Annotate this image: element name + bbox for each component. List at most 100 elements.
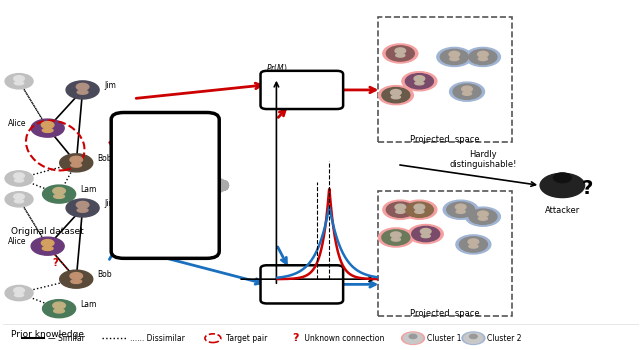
Circle shape (465, 207, 500, 226)
Circle shape (469, 209, 497, 224)
Circle shape (449, 51, 460, 57)
Ellipse shape (415, 82, 424, 85)
Circle shape (13, 287, 24, 293)
Text: Projection: Projection (278, 85, 326, 95)
Circle shape (378, 86, 413, 105)
Circle shape (383, 200, 418, 219)
Text: Projected  space: Projected space (410, 135, 479, 144)
Circle shape (387, 46, 414, 61)
Text: Lam: Lam (81, 185, 97, 194)
Circle shape (70, 273, 83, 279)
Text: Lam: Lam (81, 300, 97, 309)
Text: Cluster 1: Cluster 1 (427, 334, 461, 343)
Text: Alice: Alice (8, 237, 26, 246)
Text: Bob: Bob (98, 154, 113, 163)
Circle shape (540, 173, 584, 197)
Text: Original dataset: Original dataset (12, 227, 84, 236)
Text: $Pr(M)$: $Pr(M)$ (266, 62, 287, 74)
Ellipse shape (463, 92, 472, 95)
Ellipse shape (421, 234, 430, 238)
Text: Randomized: Randomized (129, 165, 202, 175)
Circle shape (461, 86, 472, 92)
Circle shape (402, 72, 437, 91)
Text: Hardly
distinguishable!: Hardly distinguishable! (449, 150, 516, 169)
Ellipse shape (391, 238, 401, 241)
Circle shape (468, 239, 479, 245)
Text: Cluster 2: Cluster 2 (488, 334, 522, 343)
Circle shape (70, 156, 83, 163)
Circle shape (5, 74, 33, 89)
Ellipse shape (54, 194, 65, 198)
Text: ?: ? (581, 180, 593, 198)
Circle shape (395, 48, 406, 54)
Circle shape (43, 300, 76, 318)
Circle shape (412, 226, 440, 242)
Ellipse shape (42, 246, 53, 251)
Text: ...... Dissimilar: ...... Dissimilar (131, 334, 185, 343)
Ellipse shape (391, 95, 401, 99)
Circle shape (76, 201, 89, 208)
Circle shape (390, 90, 401, 95)
Text: Projection: Projection (278, 279, 326, 289)
Circle shape (444, 200, 478, 219)
Circle shape (31, 119, 64, 137)
Ellipse shape (478, 57, 488, 61)
Circle shape (464, 333, 483, 343)
Text: Metric: Metric (149, 186, 182, 196)
Circle shape (43, 185, 76, 203)
Circle shape (390, 232, 401, 238)
FancyBboxPatch shape (111, 112, 220, 258)
Circle shape (477, 51, 488, 57)
Circle shape (460, 237, 488, 252)
Circle shape (440, 49, 468, 65)
Ellipse shape (54, 309, 65, 313)
Circle shape (414, 76, 425, 82)
Circle shape (469, 49, 497, 65)
Circle shape (456, 204, 466, 210)
Circle shape (60, 154, 93, 172)
Ellipse shape (450, 57, 459, 61)
Circle shape (395, 204, 406, 210)
Text: Metric$(M)$: Metric$(M)$ (385, 272, 422, 284)
Text: Prior knowledge: Prior knowledge (11, 329, 84, 338)
Circle shape (449, 82, 484, 101)
Circle shape (31, 237, 64, 255)
Circle shape (382, 88, 410, 103)
Circle shape (403, 333, 422, 343)
Circle shape (53, 302, 65, 309)
Ellipse shape (15, 82, 24, 85)
FancyBboxPatch shape (260, 71, 343, 109)
Ellipse shape (15, 178, 24, 182)
Text: Jim: Jim (104, 199, 116, 208)
FancyBboxPatch shape (260, 265, 343, 303)
Circle shape (408, 224, 444, 244)
FancyBboxPatch shape (378, 17, 511, 142)
Ellipse shape (478, 217, 488, 220)
Circle shape (405, 74, 433, 89)
Text: Target pair: Target pair (225, 334, 267, 343)
Circle shape (402, 200, 437, 219)
Ellipse shape (15, 199, 24, 203)
Circle shape (13, 194, 24, 199)
Ellipse shape (15, 293, 24, 297)
Circle shape (456, 235, 491, 254)
Ellipse shape (396, 210, 405, 214)
Circle shape (470, 334, 477, 338)
Text: Projected  space: Projected space (410, 309, 479, 318)
Circle shape (5, 192, 33, 207)
Ellipse shape (469, 245, 478, 248)
Ellipse shape (71, 279, 82, 284)
Circle shape (5, 171, 33, 186)
Circle shape (462, 332, 485, 344)
Ellipse shape (77, 90, 88, 94)
Text: Unknown connection: Unknown connection (302, 334, 384, 343)
Circle shape (405, 202, 433, 217)
Text: Attacker: Attacker (545, 206, 580, 215)
Circle shape (66, 81, 99, 99)
Circle shape (465, 47, 500, 66)
Ellipse shape (77, 208, 88, 212)
Circle shape (378, 228, 413, 247)
Text: Alice: Alice (8, 119, 26, 128)
Text: $M_0$: $M_0$ (323, 284, 335, 297)
Circle shape (42, 121, 54, 128)
